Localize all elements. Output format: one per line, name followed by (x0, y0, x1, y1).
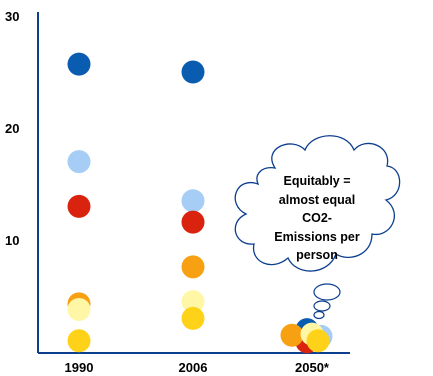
annotation-cloud (234, 135, 401, 320)
cloud-bubble (313, 300, 331, 312)
cloud-bubble (313, 283, 341, 301)
x-tick-label: 2050* (295, 360, 330, 375)
annotation-line: Emissions per (274, 229, 360, 244)
cloud-shape (234, 135, 401, 272)
y-tick-label: 20 (5, 121, 19, 136)
data-point (181, 255, 205, 279)
annotation-text: Equitably = almost equal CO2- Emissions … (262, 172, 372, 265)
cloud-bubble (313, 310, 325, 320)
data-point (306, 329, 330, 353)
data-point (280, 323, 304, 347)
data-point (67, 297, 91, 321)
data-point (67, 52, 91, 76)
data-point (67, 150, 91, 174)
x-tick-label: 2006 (179, 360, 208, 375)
data-point (181, 210, 205, 234)
data-point (67, 329, 91, 353)
data-point (181, 306, 205, 330)
data-points (67, 52, 333, 354)
tick-labels: 10 20 30 1990 2006 2050* (5, 9, 330, 375)
annotation-line: CO2- (302, 211, 332, 225)
annotation-line: person (296, 248, 338, 262)
annotation-line: almost equal (278, 192, 356, 207)
data-point (181, 189, 205, 213)
data-point (181, 290, 205, 314)
axes (37, 12, 350, 354)
x-tick-label: 1990 (65, 360, 94, 375)
data-point (67, 194, 91, 218)
annotation-line: Equitably = (283, 174, 351, 188)
y-tick-label: 10 (5, 233, 19, 248)
data-point (181, 60, 205, 84)
y-tick-label: 30 (5, 9, 19, 24)
